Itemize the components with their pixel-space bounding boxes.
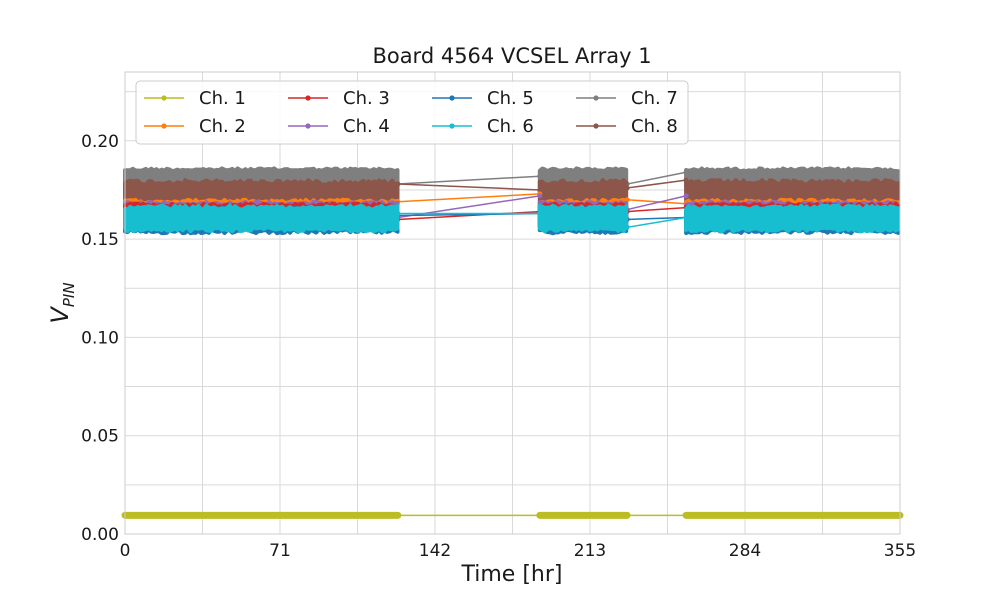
series-ch1-point [537,512,543,518]
y-axis-label-main: V [46,306,74,324]
series-ch4-connector [626,195,687,211]
legend-label: Ch. 4 [343,116,390,137]
legend-marker [593,95,599,101]
data-layer [121,166,904,519]
series-ch8-connector [397,183,540,191]
legend-marker [449,95,455,101]
series-ch3-connector [627,206,687,213]
legend-label: Ch. 1 [199,88,246,109]
legend-label: Ch. 2 [199,116,246,137]
legend-label: Ch. 7 [631,88,678,109]
y-tick-label: 0.00 [81,525,119,545]
plot-frame [124,71,901,535]
legend-item-ch5: Ch. 5 [432,88,534,109]
legend-marker [449,123,455,129]
series-ch1-gap-lines [395,512,689,518]
series-ch1-point [624,512,630,518]
y-tick-label: 0.05 [81,427,119,447]
legend-item-ch2: Ch. 2 [144,116,246,137]
legend-label: Ch. 6 [487,116,534,137]
series-ch2-connector [627,199,687,205]
legend-item-ch4: Ch. 4 [288,116,390,137]
x-axis-label: Time [hr] [461,562,563,587]
series-ch8-connector [627,179,687,189]
x-tick-label: 355 [884,541,916,561]
legend-item-ch3: Ch. 3 [288,88,390,109]
x-tick-labels: 0 71 142 213 284 355 [120,541,917,561]
x-tick-label: 284 [729,541,761,561]
legend-item-ch6: Ch. 6 [432,116,534,137]
legend-marker [593,123,599,129]
legend-label: Ch. 8 [631,116,678,137]
series-ch1-point [395,512,401,518]
series-ch7-connector [626,171,687,185]
legend: Ch. 1 Ch. 2 Ch. 3 Ch. 4 Ch. 5 Ch. 6 Ch. 7 Ch. 8 [135,80,689,145]
series-ch6-segment [123,203,400,234]
legend-item-ch7: Ch. 7 [576,88,678,109]
series-ch4-point [683,193,689,199]
series-ch1-point [683,512,689,518]
legend-marker [161,123,167,129]
x-tick-label: 0 [120,541,131,561]
series-ch6-segment [537,203,629,234]
x-tick-label: 142 [419,541,451,561]
legend-frame [135,80,689,145]
series-ch6-connector [626,216,687,229]
chart-title: Board 4564 VCSEL Array 1 [372,44,651,68]
series-ch5-connector [627,216,687,221]
series-ch6-segment [684,203,901,234]
series-ch7-connector [397,175,540,185]
legend-item-ch1: Ch. 1 [144,88,246,109]
series-ch2-connector [397,193,540,203]
y-tick-label: 0.20 [81,132,119,152]
y-axis-label: VPIN [46,282,78,323]
legend-item-ch8: Ch. 8 [576,116,678,137]
series-ch4-point [537,193,543,199]
legend-marker [305,95,311,101]
series-ch6-band [123,203,901,234]
x-tick-label: 71 [269,541,291,561]
y-tick-labels: 0.00 0.05 0.10 0.15 0.20 [81,132,119,545]
legend-label: Ch. 5 [487,88,534,109]
legend-marker [161,95,167,101]
x-tick-label: 213 [574,541,606,561]
y-tick-label: 0.15 [81,230,119,250]
legend-marker [305,123,311,129]
legend-label: Ch. 3 [343,88,390,109]
y-tick-label: 0.10 [81,328,119,348]
y-axis-label-subscript: PIN [60,282,78,307]
